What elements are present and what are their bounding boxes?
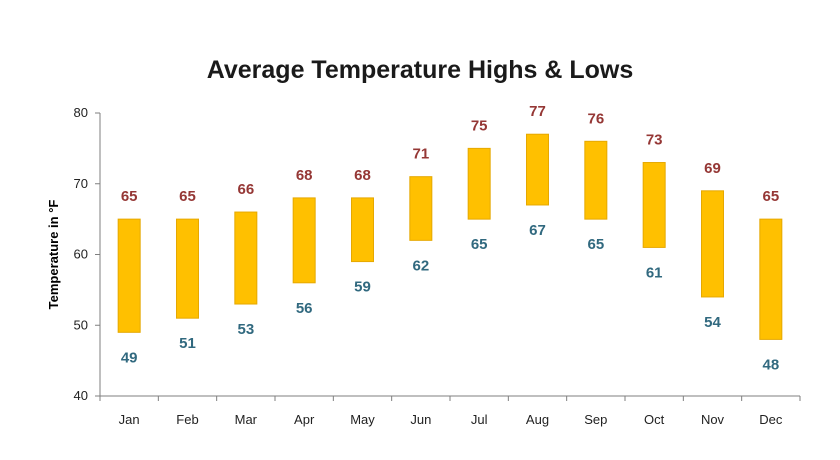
- x-axis: Jan Feb Mar Apr May Jun Jul Aug Sep Oct Nov Dec: [99, 395, 801, 427]
- low-value-label: 49: [121, 349, 138, 366]
- high-value-label: 65: [762, 188, 779, 205]
- low-value-label: 54: [704, 314, 721, 331]
- x-tick-label: Oct: [644, 412, 665, 427]
- low-value-label: 48: [762, 356, 779, 373]
- y-axis-label: Temperature in °F: [46, 200, 61, 310]
- high-value-label: 69: [704, 160, 721, 177]
- x-tick-label: Sep: [584, 412, 607, 427]
- x-tick-label: Jan: [119, 412, 140, 427]
- low-value-label: 59: [354, 279, 371, 296]
- range-bar: [176, 218, 199, 319]
- x-tick-label: Jul: [471, 412, 488, 427]
- low-value-label: 56: [296, 300, 313, 317]
- range-bar: [292, 197, 316, 284]
- high-value-label: 71: [412, 146, 429, 163]
- y-tick-label: 70: [74, 176, 88, 191]
- low-value-label: 65: [471, 236, 488, 253]
- high-value-label: 65: [121, 188, 138, 205]
- range-bar: [642, 162, 666, 248]
- x-tick-label: Aug: [526, 412, 549, 427]
- x-tick-label: May: [350, 412, 375, 427]
- x-tick-label: Apr: [294, 412, 315, 427]
- y-tick-label: 40: [74, 388, 88, 403]
- x-tick-label: Dec: [759, 412, 783, 427]
- range-bar: [467, 147, 491, 220]
- low-value-label: 51: [179, 335, 196, 352]
- range-bar: [409, 176, 433, 241]
- low-value-label: 53: [237, 321, 254, 338]
- high-value-label: 66: [237, 181, 254, 198]
- high-value-label: 73: [646, 132, 663, 149]
- low-value-label: 61: [646, 264, 663, 281]
- y-tick-label: 50: [74, 317, 88, 332]
- range-bar: [701, 190, 724, 298]
- x-tick-label: Nov: [701, 412, 725, 427]
- low-value-label: 62: [412, 257, 429, 274]
- range-bar: [759, 218, 783, 340]
- x-tick-label: Mar: [235, 412, 258, 427]
- high-value-label: 68: [296, 167, 313, 184]
- high-value-label: 76: [587, 110, 604, 127]
- low-value-label: 67: [529, 222, 546, 239]
- x-tick-label: Feb: [176, 412, 198, 427]
- high-value-label: 75: [471, 117, 488, 134]
- range-bar: [526, 133, 549, 206]
- range-bars: [117, 133, 783, 340]
- range-bar: [584, 140, 608, 220]
- chart-title: Average Temperature Highs & Lows: [206, 56, 634, 84]
- data-labels: 65 49 65 51 66 53 68 56 68 59 71 62 75 65 77 67 76 65 73 61…: [121, 103, 779, 373]
- range-bar: [351, 197, 374, 263]
- y-axis: 40 50 60 70 80: [74, 105, 101, 403]
- high-value-label: 77: [529, 103, 546, 120]
- high-value-label: 65: [179, 188, 196, 205]
- range-bar: [117, 218, 141, 333]
- range-bar: [234, 211, 258, 305]
- x-tick-label: Jun: [410, 412, 431, 427]
- high-value-label: 68: [354, 167, 371, 184]
- low-value-label: 65: [587, 236, 604, 253]
- y-tick-label: 60: [74, 247, 88, 262]
- y-tick-label: 80: [74, 105, 88, 120]
